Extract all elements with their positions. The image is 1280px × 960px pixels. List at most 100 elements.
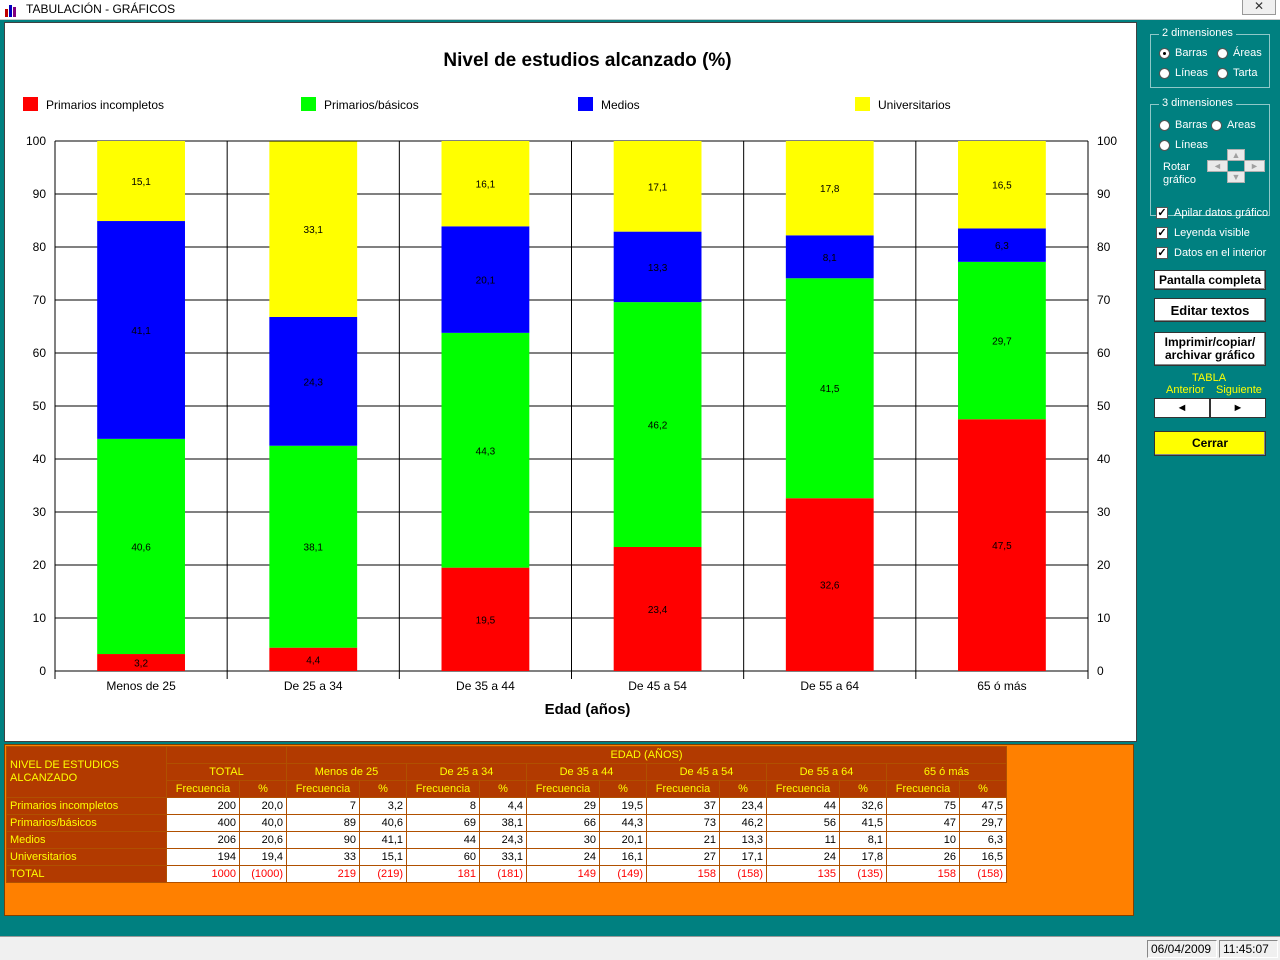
y-tick-label-right: 70 [1097,293,1111,307]
radio-3d-areas[interactable]: Areas [1211,119,1256,131]
edad-header: EDAD (AÑOS) [286,746,1007,764]
table-cell: (219) [359,865,407,883]
bar-data-label: 44,3 [476,446,496,457]
y-tick-label-left: 50 [33,399,47,413]
check-datos-interior[interactable]: ✓ Datos en el interior [1156,247,1267,259]
table-group-row: TOTAL Menos de 25 De 25 a 34 De 35 a 44 De 4… [7,763,1007,781]
table-cell: 47,5 [959,797,1007,815]
table-cell: 20,6 [239,831,287,849]
frecuencia-header: Frecuencia [166,780,240,798]
bar-data-label: 17,1 [648,182,668,193]
rotate-up-icon[interactable]: ▲ [1227,149,1245,161]
table-cell: 8,1 [839,831,887,849]
radio-2d-areas[interactable]: Áreas [1217,47,1262,59]
bar-segment [269,647,358,671]
rotate-down-icon[interactable]: ▼ [1227,171,1245,183]
print-copy-save-button[interactable]: Imprimir/copiar/ archivar gráfico [1154,332,1266,366]
table-corner-header: NIVEL DE ESTUDIOS ALCANZADO [6,746,167,798]
check-leyenda[interactable]: ✓ Leyenda visible [1156,227,1250,239]
x-tick-label: De 45 a 54 [628,679,687,693]
y-tick-label-left: 30 [33,505,47,519]
close-window-button[interactable]: ✕ [1242,0,1276,15]
frecuencia-header: Frecuencia [406,780,480,798]
y-tick-label-left: 0 [39,664,46,678]
bar-data-label: 41,5 [820,384,840,395]
table-cell: 11 [766,831,840,849]
legend-swatch [23,97,38,111]
bar-segment [785,141,874,236]
frecuencia-header: Frecuencia [886,780,960,798]
table-cell: 8 [406,797,480,815]
radio-3d-barras[interactable]: Barras [1159,119,1207,131]
y-tick-label-left: 10 [33,611,47,625]
table-cell: 75 [886,797,960,815]
row-label: TOTAL [6,865,167,883]
bar-segment [269,445,358,648]
row-label: Primarios/básicos [6,814,167,832]
table-cell: 16,5 [959,848,1007,866]
table-cell: 16,1 [599,848,647,866]
y-tick-label-right: 30 [1097,505,1111,519]
table-cell: 46,2 [719,814,767,832]
bar-data-label: 41,1 [131,326,151,337]
bar-segment [441,226,530,333]
status-bar: 06/04/2009 11:45:07 [0,936,1280,960]
table-next-button[interactable]: ► [1210,398,1266,418]
radio-2d-tarta[interactable]: Tarta [1217,67,1257,79]
bar-data-label: 6,3 [995,241,1009,252]
radio-3d-lineas[interactable]: Líneas [1159,139,1208,151]
check-apilar[interactable]: ✓ Apilar datos gráfico [1156,207,1269,219]
table-cell: 32,6 [839,797,887,815]
fullscreen-button[interactable]: Pantalla completa [1154,270,1266,290]
table-prev-button[interactable]: ◄ [1154,398,1210,418]
bar-segment [97,654,185,671]
table-row: Primarios/básicos 400 40,0 89 40,6 69 38,1 66 44… [6,814,1007,832]
table-cell: 24 [526,848,600,866]
bar-data-label: 17,8 [820,184,840,195]
legend-swatch [855,97,870,111]
table-cell: 56 [766,814,840,832]
bar-data-label: 16,1 [476,180,496,191]
rotate-right-icon[interactable]: ► [1244,160,1265,172]
legend-label: Medios [601,98,640,112]
radio-2d-lineas[interactable]: Líneas [1159,67,1208,79]
close-button[interactable]: Cerrar [1154,431,1266,456]
checkbox-checked-icon: ✓ [1156,227,1168,239]
table-cell: 6,3 [959,831,1007,849]
table-cell: 200 [166,797,240,815]
rotate-arrow-pad[interactable]: ▲ ◄ ► ▼ [1207,149,1265,183]
y-tick-label-right: 20 [1097,558,1111,572]
bar-data-label: 20,1 [476,276,496,287]
table-cell: 206 [166,831,240,849]
edit-texts-button[interactable]: Editar textos [1154,298,1266,322]
bar-segment [958,141,1046,229]
group-2d: 2 dimensiones Barras Áreas Líneas Tarta [1150,27,1270,88]
table-cell: 24,3 [479,831,527,849]
table-cell: 10 [886,831,960,849]
table-cell: 44,3 [599,814,647,832]
table-cell: 3,2 [359,797,407,815]
y-tick-label-right: 60 [1097,346,1111,360]
table-cell: (181) [479,865,527,883]
rotate-left-icon[interactable]: ◄ [1207,160,1228,172]
arrow-right-icon: ► [1232,402,1244,414]
y-tick-label-left: 90 [33,187,47,201]
frecuencia-header: Frecuencia [526,780,600,798]
window-title: TABULACIÓN - GRÁFICOS [26,2,176,16]
y-tick-label-right: 0 [1097,664,1104,678]
group-2d-title: 2 dimensiones [1159,27,1236,39]
legend-label: Primarios incompletos [46,98,164,112]
x-tick-label: De 35 a 44 [456,679,515,693]
table-prev-label: Anterior [1166,384,1205,396]
table-cell: 219 [286,865,360,883]
table-cell: 90 [286,831,360,849]
table-cell: 194 [166,848,240,866]
control-panel: 2 dimensiones Barras Áreas Líneas Tarta … [1146,22,1274,932]
x-tick-label: De 55 a 64 [800,679,859,693]
radio-2d-barras[interactable]: Barras [1159,47,1207,59]
arrow-left-icon: ◄ [1176,402,1188,414]
x-tick-label: De 25 a 34 [284,679,343,693]
bar-data-label: 16,5 [992,181,1012,192]
y-tick-label-left: 70 [33,293,47,307]
bar-chart-app-icon [5,5,16,17]
